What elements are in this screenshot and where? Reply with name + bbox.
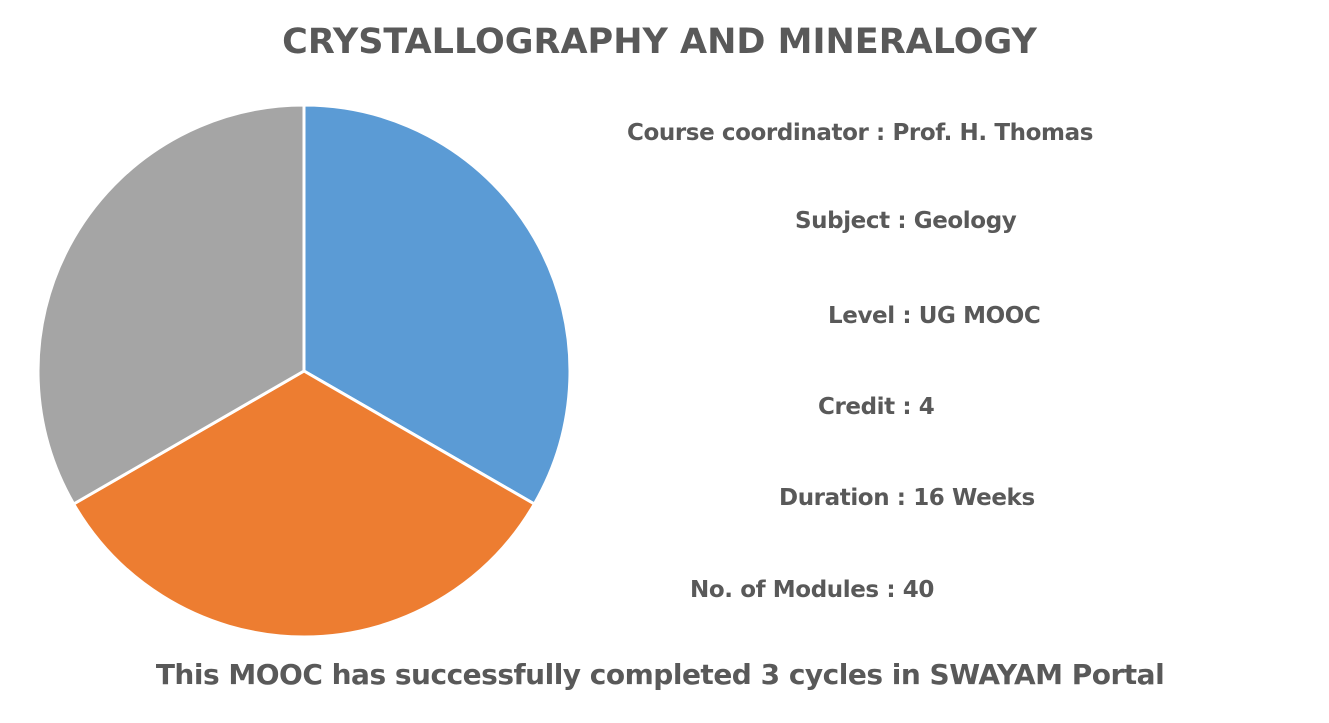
info-credit: Credit : 4 (818, 394, 935, 420)
footer-note: This MOOC has successfully completed 3 c… (155, 658, 1165, 691)
info-duration: Duration : 16 Weeks (779, 485, 1035, 511)
info-level: Level : UG MOOC (828, 303, 1041, 329)
pie-chart (36, 103, 572, 639)
info-coordinator: Course coordinator : Prof. H. Thomas (627, 120, 1093, 146)
pie-slice-2 (71, 369, 537, 639)
info-modules: No. of Modules : 40 (690, 577, 934, 603)
pie-slice-3 (36, 103, 306, 507)
chart-title: CRYSTALLOGRAPHY AND MINERALOGY (282, 22, 1037, 62)
info-subject: Subject : Geology (795, 208, 1017, 234)
pie-slice-1 (302, 103, 572, 507)
